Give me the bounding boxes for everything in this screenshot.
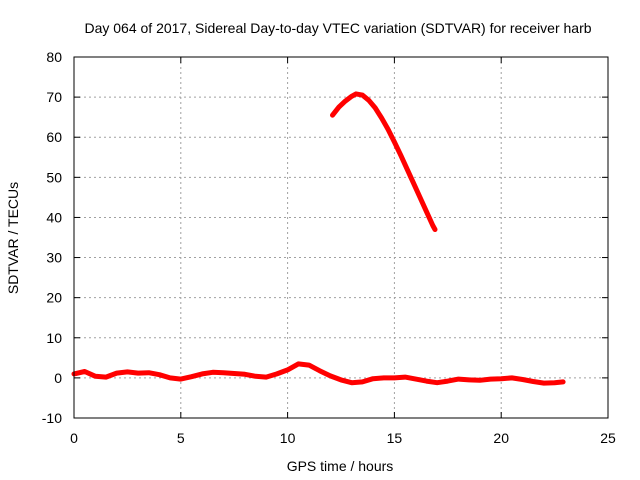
x-tick-label: 25 — [600, 430, 616, 446]
x-tick-label: 0 — [70, 430, 78, 446]
y-tick-label: 70 — [46, 89, 62, 105]
x-tick-label: 5 — [177, 430, 185, 446]
tick-layer: 0 5 10 15 20 25 -10 0 10 20 30 40 50 60 70 80 — [42, 49, 616, 446]
series-line-baseline — [71, 361, 566, 386]
series-layer — [71, 91, 566, 386]
x-tick-label: 20 — [493, 430, 509, 446]
x-axis-label: GPS time / hours — [287, 458, 394, 474]
y-tick-label: 10 — [46, 330, 62, 346]
chart-title: Day 064 of 2017, Sidereal Day-to-day VTE… — [84, 20, 591, 36]
y-tick-label: 60 — [46, 129, 62, 145]
y-tick-label: 20 — [46, 290, 62, 306]
y-tick-label: -10 — [42, 410, 62, 426]
x-tick-label: 10 — [280, 430, 296, 446]
y-tick-label: 80 — [46, 49, 62, 65]
y-axis-label: SDTVAR / TECUs — [5, 182, 21, 294]
y-tick-label: 50 — [46, 169, 62, 185]
y-tick-label: 0 — [54, 370, 62, 386]
y-tick-label: 30 — [46, 250, 62, 266]
x-tick-label: 15 — [387, 430, 403, 446]
y-tick-label: 40 — [46, 209, 62, 225]
plot-frame — [73, 56, 609, 419]
series-line-peak — [330, 91, 438, 232]
